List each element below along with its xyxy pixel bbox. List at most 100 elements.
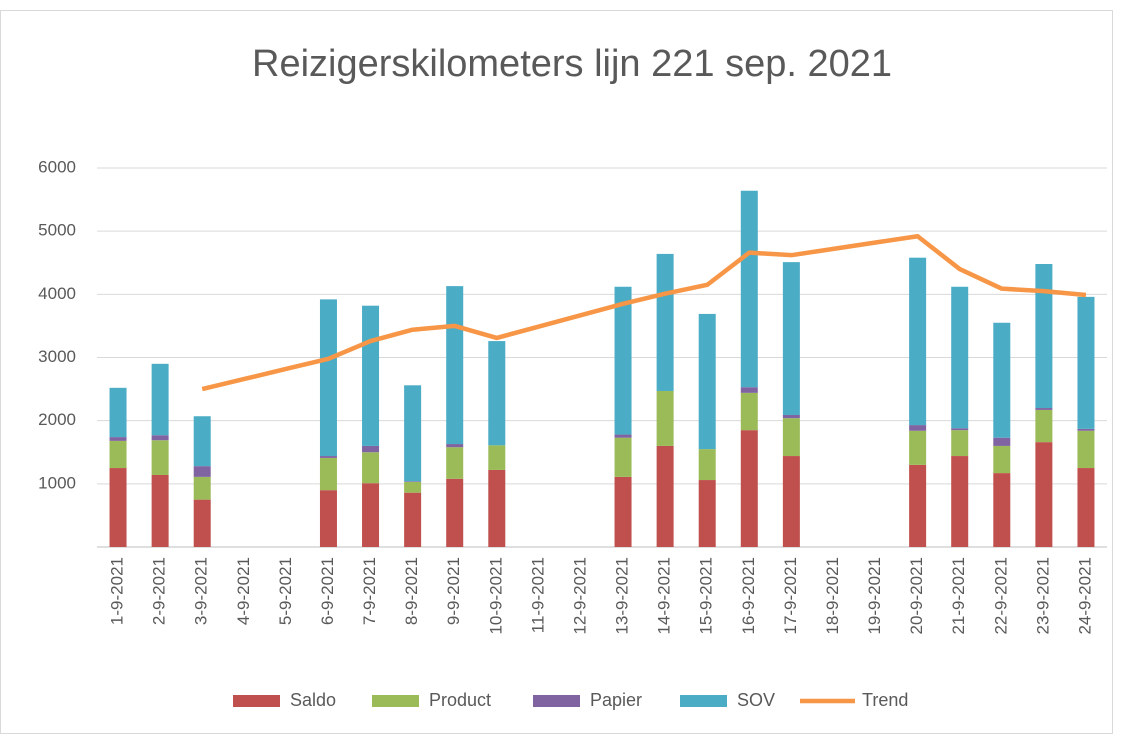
x-tick-label: 22-9-2021	[991, 557, 1010, 635]
bar-segment	[909, 425, 927, 431]
legend-label: Saldo	[290, 690, 336, 710]
bar-segment	[362, 305, 380, 446]
x-tick-label: 4-9-2021	[234, 557, 253, 625]
bar-segment	[909, 257, 927, 426]
bar-segment	[951, 430, 969, 457]
bar-segment	[740, 387, 758, 393]
bar-segment	[614, 476, 632, 547]
bar-segment	[319, 490, 337, 547]
bar-segment	[1077, 428, 1095, 431]
bar-segment	[782, 262, 800, 415]
x-tick-label: 2-9-2021	[150, 557, 169, 625]
bar-segment	[909, 430, 927, 465]
bar-segment	[740, 430, 758, 547]
bar-segment	[109, 387, 127, 438]
chart-title: Reizigerskilometers lijn 221 sep. 2021	[252, 43, 892, 85]
bar-segment	[656, 445, 674, 547]
x-tick-label: 6-9-2021	[318, 557, 337, 625]
bar-segment	[109, 437, 127, 441]
bar-segment	[1035, 409, 1053, 443]
bar-segment	[193, 466, 211, 477]
bar-segment	[404, 385, 422, 482]
x-tick-label: 15-9-2021	[697, 557, 716, 635]
bar-segment	[488, 341, 506, 446]
bar-segment	[782, 418, 800, 457]
bar-segment	[951, 456, 969, 547]
bar-segment	[740, 190, 758, 388]
bar-segment	[193, 499, 211, 547]
bar-segment	[319, 457, 337, 491]
x-tick-label: 24-9-2021	[1075, 557, 1094, 635]
x-tick-label: 7-9-2021	[360, 557, 379, 625]
bar-segment	[319, 456, 337, 458]
bar-segment	[109, 468, 127, 547]
bar-segment	[151, 435, 169, 441]
x-tick-label: 1-9-2021	[108, 557, 127, 625]
bar-segment	[614, 437, 632, 477]
x-tick-label: 11-9-2021	[528, 557, 547, 633]
y-tick-label: 1000	[38, 473, 76, 492]
bar-segment	[362, 452, 380, 484]
x-tick-label: 16-9-2021	[739, 557, 758, 635]
y-tick-label: 2000	[38, 410, 76, 429]
bar-segment	[993, 322, 1011, 438]
trend-line	[201, 233, 1087, 392]
bar-segment	[1077, 296, 1095, 429]
bar-segment	[698, 449, 716, 481]
bar-segment	[1077, 468, 1095, 547]
bar-segment	[446, 286, 464, 445]
x-tick-label: 14-9-2021	[655, 557, 674, 635]
legend-label: SOV	[737, 690, 775, 710]
x-tick-label: 8-9-2021	[402, 557, 421, 625]
bar-segment	[1035, 442, 1053, 547]
legend-label: Trend	[862, 690, 908, 710]
x-tick-label: 10-9-2021	[486, 557, 505, 635]
bar-segment	[951, 428, 969, 431]
bar-segment	[404, 481, 422, 482]
x-tick-label: 20-9-2021	[907, 557, 926, 635]
bar-segment	[193, 476, 211, 500]
bar-segment	[446, 447, 464, 479]
x-tick-label: 23-9-2021	[1033, 557, 1052, 635]
bar-segment	[319, 299, 337, 457]
x-tick-label: 5-9-2021	[276, 557, 295, 625]
bar-segment	[109, 440, 127, 469]
bar-segment	[362, 483, 380, 547]
bar-segment	[614, 434, 632, 438]
bar-segment	[404, 481, 422, 493]
bar-segment	[193, 416, 211, 467]
bar-segment	[446, 478, 464, 547]
bar-segment	[909, 464, 927, 547]
x-tick-label: 12-9-2021	[570, 557, 589, 635]
bar-segment	[151, 474, 169, 547]
bar-segment	[151, 363, 169, 436]
bar-segment	[404, 492, 422, 547]
x-tick-label: 18-9-2021	[823, 557, 842, 635]
legend-swatch	[233, 695, 280, 707]
legend-label: Product	[429, 690, 491, 710]
y-tick-label: 3000	[38, 347, 76, 366]
bar-segment	[993, 437, 1011, 446]
legend-swatch	[372, 695, 419, 707]
bar-segment	[993, 445, 1011, 474]
bar-segment	[951, 286, 969, 429]
bar-segment	[782, 456, 800, 547]
bar-segment	[782, 414, 800, 419]
bar-segment	[698, 480, 716, 547]
bar-segment	[1035, 264, 1053, 409]
legend-label: Papier	[590, 690, 642, 710]
y-tick-label: 4000	[38, 284, 76, 303]
x-tick-label: 17-9-2021	[781, 557, 800, 635]
chart-frame	[0, 10, 1113, 734]
y-tick-label: 6000	[38, 157, 76, 176]
bar-segment	[1077, 430, 1095, 469]
x-tick-label: 13-9-2021	[613, 557, 632, 635]
x-tick-label: 3-9-2021	[192, 557, 211, 625]
bar-segment	[614, 286, 632, 435]
bar-segment	[151, 440, 169, 475]
bar-segment	[362, 445, 380, 453]
y-tick-label: 5000	[38, 221, 76, 240]
x-tick-label: 9-9-2021	[444, 557, 463, 625]
bar-segment	[656, 390, 674, 446]
